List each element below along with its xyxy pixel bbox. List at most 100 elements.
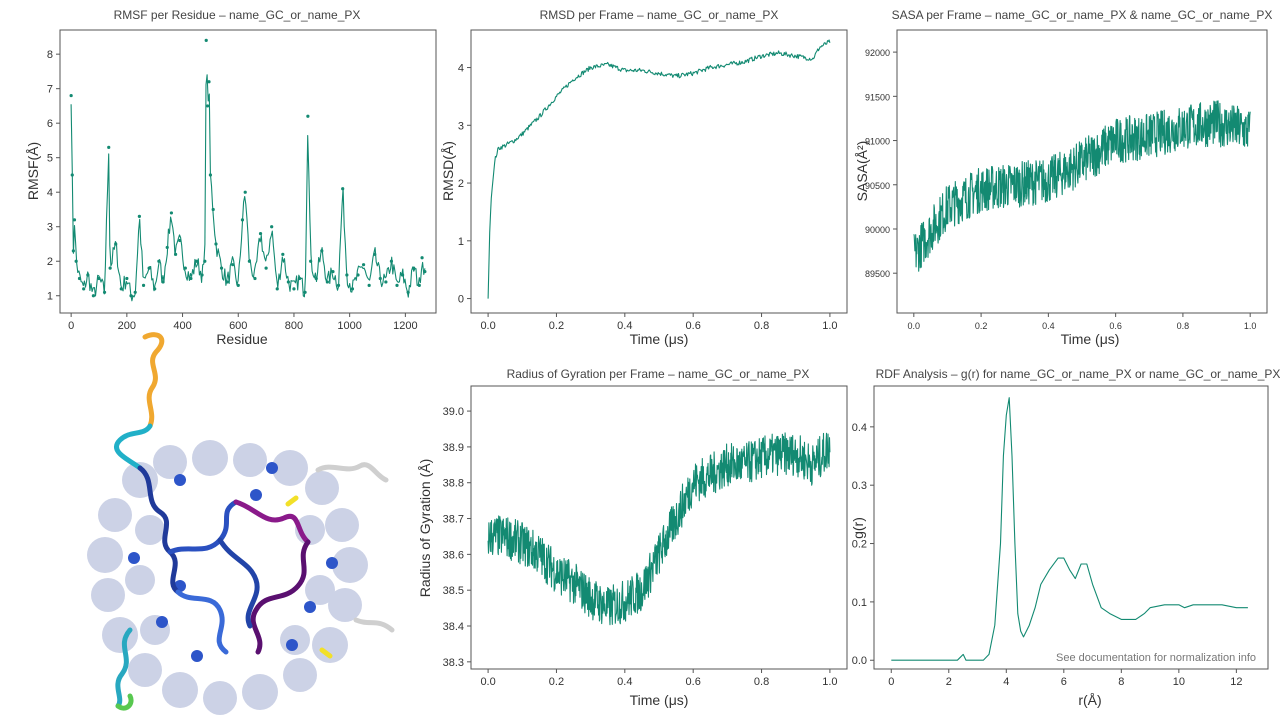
rmsf-data-point <box>281 252 285 256</box>
sasa-chart: SASA per Frame – name_GC_or_name_PX & na… <box>854 8 1272 347</box>
rmsf-data-point <box>219 266 224 270</box>
rmsf-y-label: RMSF(Å) <box>25 142 41 200</box>
rmsf-data-point <box>200 273 204 277</box>
y-tick-label: 38.5 <box>443 585 464 597</box>
rmsd-x-label: Time (μs) <box>630 331 689 347</box>
rmsd-y-label: RMSD(Å) <box>440 141 456 201</box>
y-tick-label: 38.7 <box>443 514 464 526</box>
rmsf-data-point <box>77 276 82 281</box>
x-tick-label: 0.2 <box>975 321 988 331</box>
rmsf-data-point <box>183 266 187 270</box>
y-tick-label: 4 <box>47 187 53 199</box>
rg-series <box>487 432 831 626</box>
rmsf-data-point <box>400 273 405 277</box>
x-tick-label: 0.0 <box>480 320 495 332</box>
rmsf-data-point <box>361 263 366 267</box>
rdf-normalization-note: See documentation for normalization info <box>1056 652 1256 664</box>
x-tick-label: 1000 <box>337 320 361 332</box>
x-tick-label: 400 <box>173 320 191 332</box>
rmsf-data-point <box>74 259 78 263</box>
x-tick-label: 6 <box>1061 676 1067 688</box>
y-tick-label: 89500 <box>865 269 890 279</box>
rmsf-y-ticks: 1 2 3 4 5 6 7 8 <box>47 49 60 303</box>
rmsf-plot-frame <box>59 29 437 314</box>
y-tick-label: 91000 <box>865 137 890 147</box>
rdf-chart: RDF Analysis – g(r) for name_GC_or_name_… <box>850 367 1280 708</box>
rmsf-data-point <box>173 252 178 256</box>
x-tick-label: 1.0 <box>822 320 837 332</box>
rdf-y-ticks: 0.0 0.1 0.2 0.3 0.4 <box>852 422 874 667</box>
rmsd-chart: RMSD per Frame – name_GC_or_name_PX 0.0 0… <box>440 8 848 347</box>
rdf-y-label: g(r) <box>850 517 866 539</box>
rmsf-data-point <box>356 273 360 277</box>
rmsf-data-point <box>107 145 111 149</box>
x-tick-label: 1.0 <box>1244 321 1257 331</box>
x-tick-label: 4 <box>1003 676 1009 688</box>
rmsf-data-point <box>292 287 296 291</box>
y-tick-label: 3 <box>47 222 53 234</box>
rdf-series-line <box>891 397 1248 661</box>
sasa-y-ticks: 89500 90000 90500 91000 91500 92000 <box>865 48 897 279</box>
rmsf-data-point <box>165 245 169 250</box>
y-tick-label: 38.3 <box>443 657 464 669</box>
rg-series-line <box>487 432 831 626</box>
rdf-title: RDF Analysis – g(r) for name_GC_or_name_… <box>876 367 1280 381</box>
rmsf-data-point <box>286 280 290 284</box>
rmsd-y-ticks: 0 1 2 3 4 <box>458 63 471 306</box>
rmsf-data-point <box>102 290 107 294</box>
rmsf-data-point <box>204 38 208 42</box>
x-tick-label: 0.2 <box>549 320 564 332</box>
y-tick-label: 38.8 <box>443 478 464 490</box>
rmsf-data-point <box>420 256 424 260</box>
y-tick-label: 7 <box>47 84 53 96</box>
rmsf-data-point <box>350 287 355 291</box>
rmsf-data-point <box>341 187 345 191</box>
rdf-x-ticks: 0 2 4 6 8 10 12 <box>888 669 1242 688</box>
x-tick-label: 0.4 <box>617 320 632 332</box>
rg-x-label: Time (μs) <box>630 692 689 708</box>
y-tick-label: 38.6 <box>443 549 464 561</box>
x-tick-label: 10 <box>1173 676 1185 688</box>
rmsf-data-point <box>214 242 218 246</box>
rmsf-data-point <box>69 93 73 98</box>
rmsf-data-point <box>378 276 382 281</box>
ion-spheres <box>128 462 338 662</box>
rmsf-data-point <box>423 269 427 274</box>
rmsf-data-point <box>336 283 341 287</box>
x-tick-label: 800 <box>285 320 303 332</box>
rg-plot-frame <box>470 385 848 670</box>
rmsf-data-point <box>253 276 257 281</box>
rmsf-data-point <box>309 259 313 263</box>
sasa-x-label: Time (μs) <box>1061 331 1120 347</box>
rmsf-data-point <box>264 266 268 270</box>
rmsf-data-point <box>189 276 193 281</box>
rmsf-data-point <box>194 259 199 263</box>
y-tick-label: 90500 <box>865 181 890 191</box>
rmsf-data-point <box>114 242 118 246</box>
rmsf-data-point <box>129 294 133 298</box>
rmsf-data-point <box>306 114 310 118</box>
rmsf-data-point <box>314 276 318 281</box>
rmsf-data-point <box>206 104 210 108</box>
protein-structure-image <box>87 332 395 715</box>
rmsd-plot-frame <box>470 29 848 314</box>
rmsf-data-point <box>384 280 388 284</box>
sasa-series <box>913 100 1251 272</box>
rmsf-data-point <box>70 173 74 177</box>
rg-y-ticks: 38.3 38.4 38.5 38.6 38.7 38.8 38.9 39.0 <box>443 406 471 669</box>
rmsf-data-point <box>71 249 75 253</box>
x-tick-label: 600 <box>229 320 247 332</box>
rmsf-data-point <box>258 232 263 236</box>
rg-x-ticks: 0.0 0.2 0.4 0.6 0.8 1.0 <box>480 669 838 688</box>
rmsf-data-point <box>119 287 123 291</box>
rmsf-data-point <box>86 273 90 277</box>
x-tick-label: 0.6 <box>1109 321 1122 331</box>
y-tick-label: 2 <box>47 256 53 268</box>
x-tick-label: 0.6 <box>686 676 701 688</box>
rmsf-data-point <box>373 252 377 256</box>
x-tick-label: 200 <box>118 320 136 332</box>
y-tick-label: 38.9 <box>443 442 464 454</box>
rmsf-data-point <box>207 80 211 84</box>
rmsf-data-point <box>325 280 329 284</box>
x-tick-label: 0 <box>68 320 74 332</box>
